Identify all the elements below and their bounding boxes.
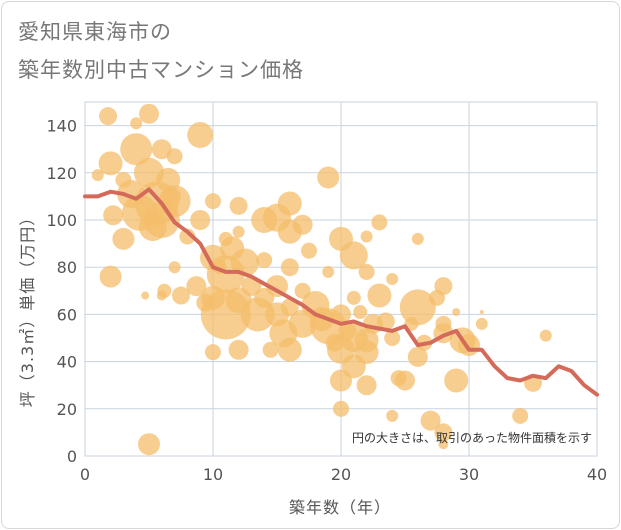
y-axis-label: 坪（3.3㎡）単価（万円） — [18, 209, 37, 407]
y-tick-label: 80 — [57, 258, 77, 277]
data-point-bubble — [205, 193, 221, 210]
data-point-bubble — [280, 258, 299, 277]
x-axis-label: 築年数（年） — [289, 498, 391, 517]
data-point-bubble — [444, 368, 469, 393]
data-point-bubble — [317, 166, 340, 189]
data-point-bubble — [386, 273, 399, 285]
data-point-bubble — [356, 375, 377, 396]
data-point-bubble — [130, 117, 143, 130]
data-point-bubble — [434, 277, 453, 296]
data-point-bubble — [179, 228, 196, 245]
data-point-bubble — [331, 304, 351, 325]
bubble-layer — [91, 103, 552, 456]
data-point-bubble — [452, 308, 461, 317]
data-point-bubble — [277, 337, 302, 362]
y-tick-label: 0 — [67, 447, 77, 466]
data-point-bubble — [411, 232, 424, 245]
data-point-bubble — [292, 214, 313, 235]
data-point-bubble — [120, 133, 153, 166]
data-point-bubble — [98, 151, 123, 176]
tick-labels: 0 10 20 30 40 0 20 40 60 80 100 120 140 — [46, 117, 607, 484]
data-point-bubble — [256, 252, 273, 269]
data-point-bubble — [141, 291, 150, 300]
data-point-bubble — [438, 439, 449, 450]
data-point-bubble — [384, 330, 401, 346]
data-point-bubble — [277, 191, 302, 216]
data-point-bubble — [99, 265, 122, 288]
y-tick-label: 60 — [57, 305, 77, 324]
x-tick-label: 30 — [459, 465, 479, 484]
data-point-bubble — [346, 290, 361, 305]
y-tick-label: 120 — [46, 164, 77, 183]
data-point-bubble — [395, 370, 415, 391]
data-point-bubble — [228, 339, 249, 360]
data-point-bubble — [190, 210, 211, 230]
data-point-bubble — [112, 227, 135, 250]
data-point-bubble — [360, 230, 373, 243]
data-point-bubble — [367, 283, 392, 308]
data-point-bubble — [512, 407, 529, 424]
y-tick-label: 20 — [57, 400, 77, 419]
data-point-bubble — [333, 400, 349, 417]
data-point-bubble — [168, 261, 181, 274]
y-tick-label: 40 — [57, 353, 77, 372]
data-point-bubble — [103, 205, 124, 226]
data-point-bubble — [151, 139, 172, 160]
data-point-bubble — [205, 344, 221, 361]
data-point-bubble — [166, 148, 183, 165]
data-point-bubble — [420, 410, 441, 431]
data-point-bubble — [99, 107, 118, 126]
data-point-bubble — [143, 202, 180, 238]
data-point-bubble — [186, 276, 207, 297]
data-point-bubble — [172, 286, 190, 305]
data-point-bubble — [138, 433, 160, 456]
data-point-bubble — [229, 196, 248, 215]
data-point-bubble — [262, 341, 279, 358]
x-tick-label: 40 — [587, 465, 607, 484]
bubble-size-note: 円の大きさは、取引のあった物件面積を示す — [352, 430, 592, 445]
data-point-bubble — [187, 122, 214, 149]
x-tick-label: 20 — [331, 465, 351, 484]
data-point-bubble — [399, 289, 436, 326]
trend-line — [83, 187, 599, 397]
data-point-bubble — [353, 305, 368, 320]
y-tick-label: 100 — [46, 211, 77, 230]
data-point-bubble — [479, 310, 484, 315]
data-point-bubble — [139, 103, 159, 124]
data-point-bubble — [407, 346, 428, 367]
data-point-bubble — [231, 248, 259, 277]
chart-title-line-2: 築年数別中古マンション価格 — [18, 58, 304, 82]
data-point-bubble — [232, 225, 245, 238]
data-point-bubble — [322, 265, 335, 278]
x-tick-label: 0 — [80, 465, 90, 484]
data-point-bubble — [434, 423, 453, 442]
chart-title-line-1: 愛知県東海市の — [18, 20, 172, 44]
data-point-bubble — [280, 298, 299, 317]
data-point-bubble — [376, 312, 395, 331]
data-point-bubble — [91, 169, 104, 182]
data-point-bubble — [339, 241, 368, 270]
data-point-bubble — [539, 329, 552, 342]
data-point-bubble — [301, 242, 317, 259]
data-point-bubble — [386, 409, 399, 422]
data-point-bubble — [371, 214, 388, 231]
y-tick-label: 140 — [46, 117, 77, 136]
x-tick-label: 10 — [203, 465, 223, 484]
data-point-bubble — [156, 290, 167, 301]
data-point-bubble — [354, 340, 379, 365]
data-point-bubble — [358, 263, 375, 280]
data-point-bubble — [475, 317, 488, 330]
